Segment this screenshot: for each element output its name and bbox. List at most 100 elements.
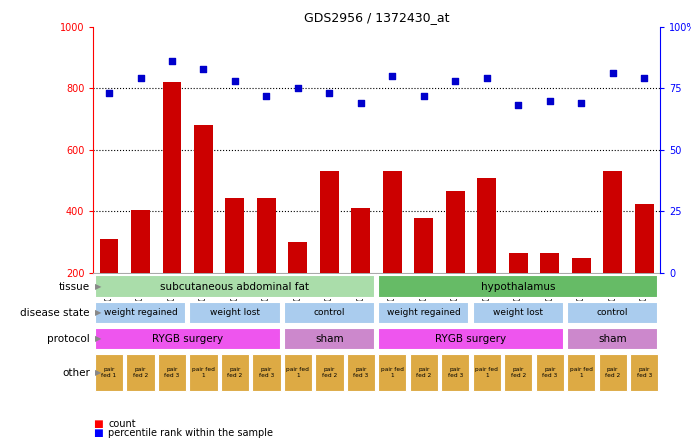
Bar bbox=[95, 354, 123, 391]
Text: pair
fed 3: pair fed 3 bbox=[542, 367, 558, 378]
Bar bbox=[473, 354, 501, 391]
Bar bbox=[162, 82, 182, 335]
Text: tissue: tissue bbox=[59, 282, 90, 292]
Text: pair fed
1: pair fed 1 bbox=[287, 367, 310, 378]
Bar bbox=[567, 328, 659, 349]
Bar bbox=[504, 354, 533, 391]
Bar bbox=[158, 354, 186, 391]
Text: weight regained: weight regained bbox=[387, 308, 461, 317]
Point bbox=[167, 58, 178, 65]
Point bbox=[135, 75, 146, 82]
Text: sham: sham bbox=[315, 333, 343, 344]
Text: protocol: protocol bbox=[47, 333, 90, 344]
Text: pair
fed 2: pair fed 2 bbox=[133, 367, 148, 378]
Bar bbox=[220, 354, 249, 391]
Point bbox=[638, 75, 650, 82]
Bar bbox=[383, 171, 401, 335]
Bar bbox=[635, 204, 654, 335]
Point bbox=[324, 90, 335, 97]
Text: pair
fed 2: pair fed 2 bbox=[605, 367, 621, 378]
Text: pair
fed 2: pair fed 2 bbox=[511, 367, 526, 378]
Point bbox=[418, 92, 429, 99]
Text: ▶: ▶ bbox=[95, 334, 101, 343]
Bar bbox=[536, 354, 564, 391]
Bar bbox=[189, 302, 281, 324]
Bar bbox=[509, 253, 528, 335]
Bar bbox=[567, 354, 596, 391]
Bar bbox=[95, 302, 186, 324]
Point bbox=[229, 77, 240, 84]
Bar bbox=[284, 302, 375, 324]
Text: weight lost: weight lost bbox=[493, 308, 543, 317]
Bar bbox=[540, 253, 559, 335]
Text: pair fed
1: pair fed 1 bbox=[381, 367, 404, 378]
Point bbox=[261, 92, 272, 99]
Point bbox=[513, 102, 524, 109]
Text: ▶: ▶ bbox=[95, 308, 101, 317]
Bar bbox=[288, 242, 307, 335]
Text: other: other bbox=[62, 368, 90, 377]
Text: pair fed
1: pair fed 1 bbox=[475, 367, 498, 378]
Text: sham: sham bbox=[598, 333, 627, 344]
Point bbox=[576, 99, 587, 107]
Bar bbox=[352, 208, 370, 335]
Text: count: count bbox=[108, 419, 136, 429]
Bar bbox=[284, 354, 312, 391]
Bar bbox=[95, 275, 375, 298]
Text: weight lost: weight lost bbox=[210, 308, 260, 317]
Text: hypothalamus: hypothalamus bbox=[481, 282, 556, 292]
Text: pair
fed 1: pair fed 1 bbox=[102, 367, 117, 378]
Point bbox=[292, 85, 303, 92]
Bar bbox=[630, 354, 659, 391]
Text: control: control bbox=[597, 308, 628, 317]
Bar bbox=[446, 191, 465, 335]
Bar bbox=[347, 354, 375, 391]
Text: weight regained: weight regained bbox=[104, 308, 178, 317]
Text: pair
fed 3: pair fed 3 bbox=[448, 367, 463, 378]
Text: percentile rank within the sample: percentile rank within the sample bbox=[108, 428, 274, 438]
Bar bbox=[225, 198, 245, 335]
Text: ▶: ▶ bbox=[95, 368, 101, 377]
Text: disease state: disease state bbox=[20, 308, 90, 318]
Point bbox=[450, 77, 461, 84]
Point bbox=[481, 75, 492, 82]
Text: pair
fed 2: pair fed 2 bbox=[227, 367, 243, 378]
Text: pair fed
1: pair fed 1 bbox=[570, 367, 593, 378]
Point bbox=[545, 97, 556, 104]
Text: ▶: ▶ bbox=[95, 282, 101, 291]
Bar bbox=[603, 171, 622, 335]
Text: pair
fed 3: pair fed 3 bbox=[353, 367, 368, 378]
Text: pair fed
1: pair fed 1 bbox=[192, 367, 215, 378]
Bar bbox=[571, 258, 591, 335]
Point bbox=[355, 99, 366, 107]
Bar bbox=[477, 178, 496, 335]
Bar bbox=[598, 354, 627, 391]
Bar bbox=[315, 354, 343, 391]
Bar bbox=[473, 302, 564, 324]
Text: ■: ■ bbox=[93, 428, 103, 438]
Bar bbox=[441, 354, 469, 391]
Bar bbox=[189, 354, 218, 391]
Text: pair
fed 3: pair fed 3 bbox=[636, 367, 652, 378]
Bar bbox=[320, 171, 339, 335]
Title: GDS2956 / 1372430_at: GDS2956 / 1372430_at bbox=[304, 11, 449, 24]
Text: pair
fed 3: pair fed 3 bbox=[164, 367, 180, 378]
Text: ■: ■ bbox=[93, 419, 103, 429]
Point bbox=[198, 65, 209, 72]
Text: pair
fed 2: pair fed 2 bbox=[416, 367, 431, 378]
Bar bbox=[378, 354, 406, 391]
Bar bbox=[410, 354, 438, 391]
Point bbox=[607, 70, 618, 77]
Text: RYGB surgery: RYGB surgery bbox=[435, 333, 507, 344]
Bar bbox=[378, 328, 564, 349]
Bar bbox=[95, 328, 281, 349]
Bar bbox=[126, 354, 155, 391]
Bar bbox=[194, 125, 213, 335]
Text: subcutaneous abdominal fat: subcutaneous abdominal fat bbox=[160, 282, 310, 292]
Bar bbox=[257, 198, 276, 335]
Bar bbox=[284, 328, 375, 349]
Bar bbox=[567, 302, 659, 324]
Bar bbox=[100, 239, 118, 335]
Bar bbox=[378, 302, 469, 324]
Bar bbox=[378, 275, 659, 298]
